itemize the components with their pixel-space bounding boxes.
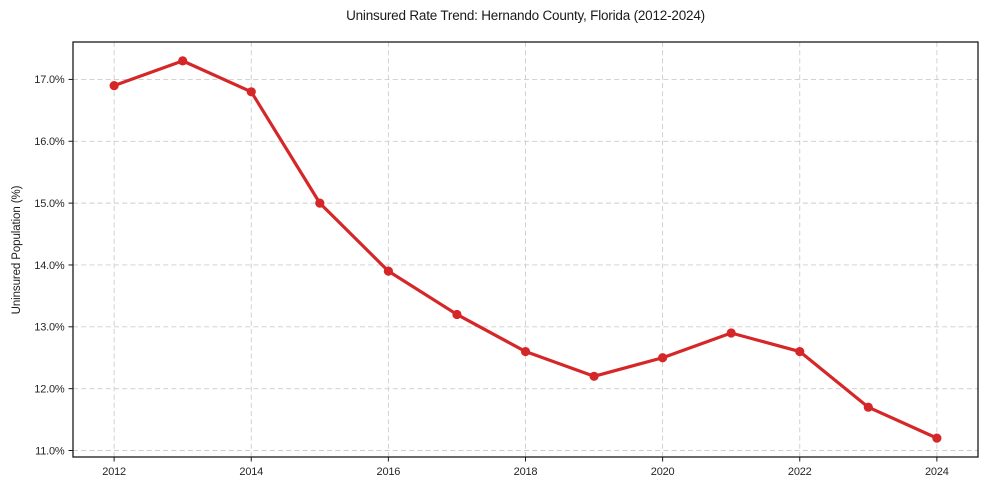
data-point-marker [658, 353, 668, 363]
x-tick-label: 2014 [239, 466, 263, 478]
data-point-marker [932, 433, 942, 443]
data-point-marker [589, 371, 599, 381]
data-point-marker [795, 346, 805, 357]
x-tick-label: 2018 [514, 466, 538, 478]
x-tick-label: 2022 [788, 466, 812, 478]
data-point-marker [109, 81, 119, 91]
data-point-marker [178, 56, 188, 66]
data-point-marker [452, 309, 462, 320]
data-point-marker [863, 402, 873, 412]
x-tick-label: 2020 [651, 466, 675, 478]
x-tick-label: 2016 [377, 466, 401, 478]
y-tick-label: 17.0% [34, 74, 65, 86]
y-tick-label: 13.0% [34, 322, 65, 334]
x-tick-label: 2012 [102, 466, 126, 478]
data-point-marker [383, 266, 393, 276]
data-point-marker [726, 328, 736, 338]
chart-title: Uninsured Rate Trend: Hernando County, F… [346, 8, 705, 23]
data-point-marker [315, 198, 325, 208]
data-point-marker [246, 87, 256, 97]
x-tick-label: 2024 [925, 466, 949, 478]
y-tick-label: 16.0% [34, 136, 65, 148]
data-point-marker [520, 346, 531, 357]
y-tick-label: 12.0% [34, 383, 65, 395]
y-tick-label: 11.0% [35, 445, 65, 457]
y-tick-label: 14.0% [34, 260, 65, 272]
y-tick-label: 15.0% [34, 198, 65, 210]
